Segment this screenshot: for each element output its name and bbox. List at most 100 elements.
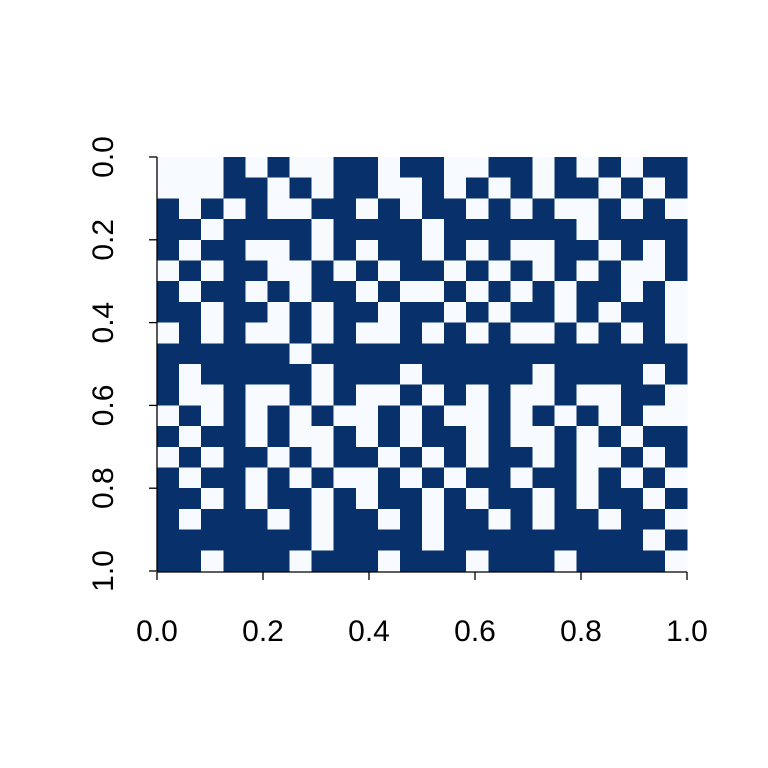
cell	[466, 488, 489, 510]
cell	[466, 281, 489, 303]
cell	[333, 529, 357, 551]
cell	[245, 239, 268, 261]
cell	[664, 384, 688, 406]
cell	[664, 198, 688, 220]
cell	[422, 364, 445, 386]
cell	[664, 177, 688, 199]
cell	[510, 405, 533, 427]
cell	[289, 426, 313, 448]
cell	[444, 384, 467, 406]
cell	[223, 219, 246, 241]
cell	[333, 239, 357, 261]
cell	[422, 343, 445, 365]
cell	[355, 508, 379, 531]
cell	[576, 177, 600, 199]
cell	[245, 157, 268, 179]
cell	[510, 157, 533, 179]
cell	[598, 508, 622, 531]
y-tick-label: 0.0	[87, 136, 120, 178]
cell	[620, 198, 644, 220]
cell	[466, 343, 489, 365]
cell	[377, 260, 401, 282]
cell	[598, 198, 622, 220]
cell	[554, 508, 578, 531]
cell	[201, 301, 224, 324]
cell	[267, 219, 290, 241]
cell	[576, 426, 600, 448]
x-tick-label: 0.2	[242, 615, 284, 648]
cell	[444, 157, 467, 179]
cell	[311, 467, 335, 489]
cell	[355, 198, 379, 220]
cell	[554, 384, 578, 406]
cell	[201, 219, 224, 241]
x-tick-label: 0.8	[560, 615, 602, 648]
cell	[488, 550, 511, 572]
cell	[466, 384, 489, 406]
cell	[576, 343, 600, 365]
cell	[223, 343, 246, 365]
cell	[333, 508, 357, 531]
cell	[245, 177, 268, 199]
cell	[399, 301, 423, 324]
cell	[355, 529, 379, 551]
cell	[422, 260, 445, 282]
cell	[444, 260, 467, 282]
cell	[510, 550, 533, 572]
cell	[355, 157, 379, 179]
cell	[620, 343, 644, 365]
cell	[554, 239, 578, 261]
cell	[466, 157, 489, 179]
cell	[245, 384, 268, 406]
cell	[179, 488, 202, 510]
cell	[333, 488, 357, 510]
cell	[201, 322, 224, 344]
cell	[399, 219, 423, 241]
cell	[532, 446, 555, 468]
cell	[488, 177, 511, 199]
cell	[377, 219, 401, 241]
cell	[399, 405, 423, 427]
cell	[245, 364, 268, 386]
cell	[157, 529, 180, 551]
cell	[267, 198, 290, 220]
cell	[333, 301, 357, 324]
cell	[245, 446, 268, 468]
cell	[311, 281, 335, 303]
cell	[576, 364, 600, 386]
cell	[620, 322, 644, 344]
cell	[267, 550, 290, 572]
cell	[444, 219, 467, 241]
cell	[422, 239, 445, 261]
cell	[642, 177, 666, 199]
cell	[532, 529, 555, 551]
cell	[598, 550, 622, 572]
cell	[289, 446, 313, 468]
cell	[488, 529, 511, 551]
cell	[620, 467, 644, 489]
cell	[554, 488, 578, 510]
cell	[179, 301, 202, 324]
cell	[289, 488, 313, 510]
y-tick-label: 0.2	[87, 219, 120, 261]
cell	[399, 177, 423, 199]
cell	[598, 426, 622, 448]
cell	[532, 281, 555, 303]
cell	[157, 301, 180, 324]
cell	[620, 239, 644, 261]
cell	[642, 239, 666, 261]
cell	[245, 529, 268, 551]
cell	[399, 322, 423, 344]
cell	[157, 550, 180, 572]
cell	[201, 157, 224, 179]
cell	[664, 550, 688, 572]
cell	[510, 281, 533, 303]
cell	[311, 550, 335, 572]
cell	[466, 405, 489, 427]
y-tick-label: 1.0	[87, 550, 120, 592]
cell	[399, 488, 423, 510]
y-tick-label: 0.4	[87, 302, 120, 344]
cell	[355, 260, 379, 282]
cell	[267, 157, 290, 179]
